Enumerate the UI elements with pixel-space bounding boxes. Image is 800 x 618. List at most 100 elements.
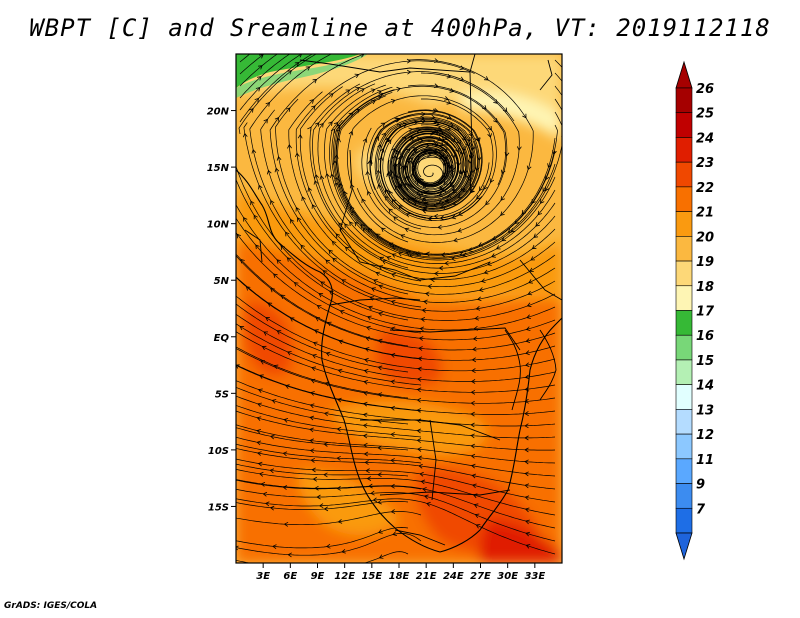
streamline-arrow (479, 186, 484, 192)
lon-tick-label: 9E (311, 571, 325, 582)
streamline-arrow (377, 365, 383, 371)
streamline (288, 91, 556, 288)
colorbar-label: 14 (696, 379, 714, 394)
streamline (239, 54, 265, 75)
streamline-arrow (484, 76, 489, 81)
colorbar-label: 11 (696, 453, 714, 468)
streamline-arrow (295, 206, 300, 212)
streamline (335, 92, 556, 256)
streamline (236, 443, 422, 464)
streamline-arrow (444, 141, 449, 147)
streamline (239, 54, 313, 123)
streamline-arrow (470, 453, 476, 459)
streamline-arrow (256, 416, 262, 421)
streamline-arrow (526, 165, 532, 171)
streamline-arrow (313, 180, 319, 185)
streamline-arrow (349, 221, 354, 227)
streamline-arrow (451, 256, 456, 262)
streamline-arrow (525, 519, 530, 525)
streamline-arrow (286, 351, 292, 356)
streamline-arrow (363, 442, 368, 448)
streamline-arrow (390, 353, 396, 358)
streamline-arrow (456, 162, 461, 167)
streamline-arrow (472, 346, 477, 352)
streamline-arrow (473, 503, 479, 508)
colorbar-bottom-arrow (675, 532, 693, 561)
streamline-arrow (362, 137, 368, 143)
streamline (382, 122, 490, 217)
colorbar-swatch (675, 458, 693, 484)
streamline-arrow (240, 258, 245, 264)
streamline-arrow (404, 182, 410, 188)
streamline-arrow (471, 357, 477, 363)
streamline-arrow (524, 435, 529, 441)
grads-credit: GrADS: IGES/COLA (4, 601, 98, 611)
streamline-arrow (309, 427, 314, 433)
streamline-arrow (476, 195, 481, 200)
streamline-arrow (533, 233, 539, 238)
streamline-arrow (388, 169, 394, 174)
streamline (236, 253, 409, 347)
streamline-arrow (379, 92, 384, 97)
axis-ticks: 3E 6E 9E 12E 15E 18E 21E 24E 27E 30E 33E 20N 15N 10N 5… (207, 107, 546, 582)
streamline-arrow (293, 282, 299, 287)
streamline-arrow (316, 305, 322, 310)
streamline-arrow (312, 79, 318, 84)
streamline-arrow (386, 256, 392, 261)
streamline-arrow (297, 54, 303, 58)
streamline-arrow (480, 278, 486, 283)
streamline-arrow (391, 245, 397, 250)
lat-tick-label: 5N (214, 276, 230, 287)
streamline-arrow (386, 172, 392, 178)
streamline-arrow (364, 347, 370, 352)
streamline-arrow (459, 65, 465, 70)
streamline (380, 121, 472, 218)
streamline (236, 448, 556, 490)
streamline-arrow (419, 138, 424, 144)
streamline-arrow (243, 216, 248, 222)
streamline-arrow (525, 350, 530, 356)
streamline-arrow (469, 188, 475, 193)
streamline-arrow (256, 429, 262, 434)
streamline-arrow (287, 70, 293, 75)
streamline-arrow (367, 159, 373, 165)
streamline-arrow (312, 354, 317, 359)
streamline-arrow (294, 62, 300, 67)
streamline-arrow (395, 175, 401, 180)
streamline-arrow (267, 302, 273, 307)
streamline-arrow (390, 509, 396, 514)
streamline-arrow (421, 111, 426, 117)
streamline-arrow (451, 137, 456, 143)
streamline-arrow (457, 211, 463, 216)
streamline-arrow (470, 379, 476, 384)
streamline-arrow (406, 58, 412, 64)
streamline-arrow (366, 190, 372, 196)
streamline-arrow (377, 472, 382, 478)
streamline-arrow (388, 208, 393, 213)
streamline-arrow (459, 76, 465, 81)
map-panel (236, 54, 562, 563)
streamline-arrow (500, 169, 506, 175)
streamline-arrow (253, 214, 258, 220)
streamline-arrow (362, 423, 368, 429)
streamline-arrow (451, 165, 457, 171)
streamline (239, 54, 251, 63)
streamline (236, 277, 422, 360)
streamline-arrow (443, 148, 448, 153)
streamline (236, 348, 556, 404)
streamline-arrow (364, 460, 369, 465)
streamline-arrow (309, 438, 314, 444)
streamline (331, 111, 562, 259)
streamline-arrow (319, 122, 324, 128)
streamline-arrow (366, 476, 372, 481)
streamline-arrow (540, 199, 545, 204)
colorbar-top-arrow (675, 60, 693, 89)
streamline-arrow (474, 166, 480, 172)
streamline-arrow (412, 147, 417, 152)
streamline-arrow (258, 374, 264, 379)
streamline-arrow (427, 152, 432, 158)
streamline (236, 364, 556, 415)
streamline-arrow (437, 224, 442, 230)
streamline (236, 511, 422, 526)
colorbar-swatch (675, 186, 693, 212)
